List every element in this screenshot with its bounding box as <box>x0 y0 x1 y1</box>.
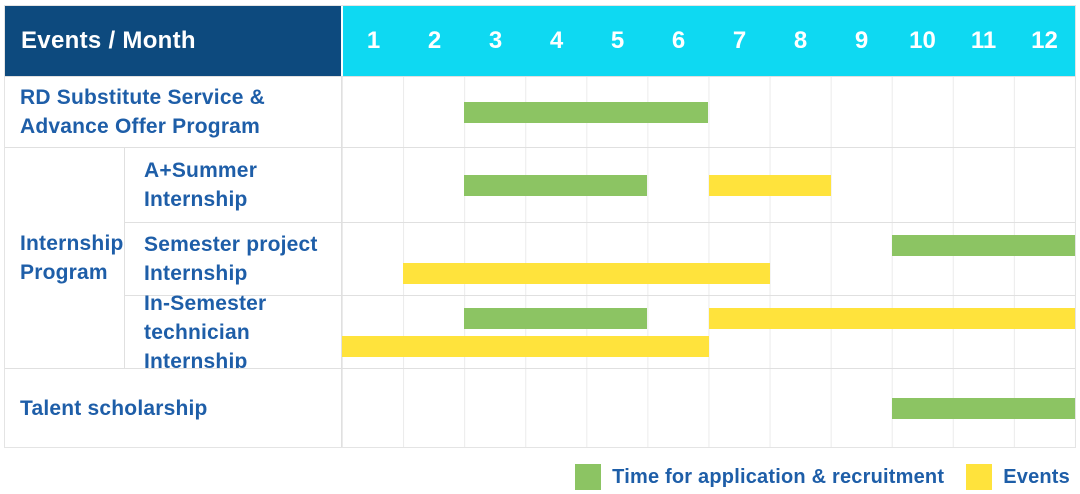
month-header-2: 2 <box>427 27 442 54</box>
label-line: Program <box>20 261 108 284</box>
row-bars-semester-project-internship <box>341 222 1075 295</box>
bar-application-months-3-6 <box>464 102 709 123</box>
row-bars-in-semester-technician-internship <box>341 295 1075 368</box>
label-line: Internship <box>20 232 124 255</box>
bar-application-months-3-5 <box>464 308 648 329</box>
label-line: technician Internship <box>144 320 250 373</box>
month-header-1: 1 <box>366 27 381 54</box>
legend-swatch-application <box>575 464 602 490</box>
table-header-label: Events / Month <box>21 27 196 54</box>
month-header-6: 6 <box>671 27 686 54</box>
row-label-talent-scholarship: Talent scholarship <box>5 368 341 447</box>
bar-events-months-2-7 <box>403 263 770 284</box>
label-line: Semester project <box>144 233 318 256</box>
bar-events-months-7-12 <box>708 308 1075 329</box>
label-line: Advance Offer Program <box>20 115 260 138</box>
month-header-10: 10 <box>909 27 936 54</box>
row-label-a-plus-summer-internship: A+Summer Internship <box>125 147 341 222</box>
row-bars-talent-scholarship <box>341 368 1075 447</box>
row-label-semester-project-internship: Semester project Internship <box>125 222 341 295</box>
month-header-row: 1 2 3 4 5 6 7 8 9 10 11 12 <box>341 6 1075 76</box>
legend-label-application: Time for application & recruitment <box>612 465 945 488</box>
row-label-in-semester-technician-internship: In-Semester technician Internship <box>125 292 341 373</box>
gantt-table: Events / Month 1 2 3 4 5 6 7 8 9 10 11 12 RD Substi… <box>4 5 1076 448</box>
month-header-3: 3 <box>488 27 503 54</box>
label-line: Internship <box>144 262 248 285</box>
bar-application-months-10-12 <box>891 398 1075 419</box>
label-line: A+Summer <box>144 159 258 182</box>
month-header-12: 12 <box>1031 27 1058 54</box>
month-header-8: 8 <box>793 27 808 54</box>
month-header-11: 11 <box>970 27 997 54</box>
row-bars-a-plus-summer-internship <box>341 147 1075 222</box>
label-line: Internship <box>144 188 248 211</box>
row-bars-rd-substitute-service <box>341 76 1075 147</box>
legend-item-application: Time for application & recruitment <box>575 464 944 490</box>
label-line: In-Semester <box>144 291 267 315</box>
group-label-internship-program: Internship Program <box>5 147 125 368</box>
table-header-events-month: Events / Month <box>5 6 341 76</box>
bar-application-months-3-5 <box>464 175 648 196</box>
month-header-9: 9 <box>854 27 869 54</box>
legend: Time for application & recruitment Events <box>575 464 1070 490</box>
row-label-rd-substitute-service: RD Substitute Service & Advance Offer Pro… <box>5 76 341 147</box>
month-header-7: 7 <box>732 27 747 54</box>
label-line: Talent scholarship <box>20 396 208 420</box>
label-line: RD Substitute Service & <box>20 86 265 109</box>
legend-item-events: Events <box>966 464 1070 490</box>
legend-swatch-events <box>966 464 993 490</box>
month-header-5: 5 <box>610 27 625 54</box>
bar-events-months-1-6 <box>342 336 709 357</box>
month-header-4: 4 <box>549 27 564 54</box>
bar-application-months-10-12 <box>891 235 1075 256</box>
legend-label-events: Events <box>1003 465 1070 488</box>
bar-events-months-7-8 <box>708 175 831 196</box>
